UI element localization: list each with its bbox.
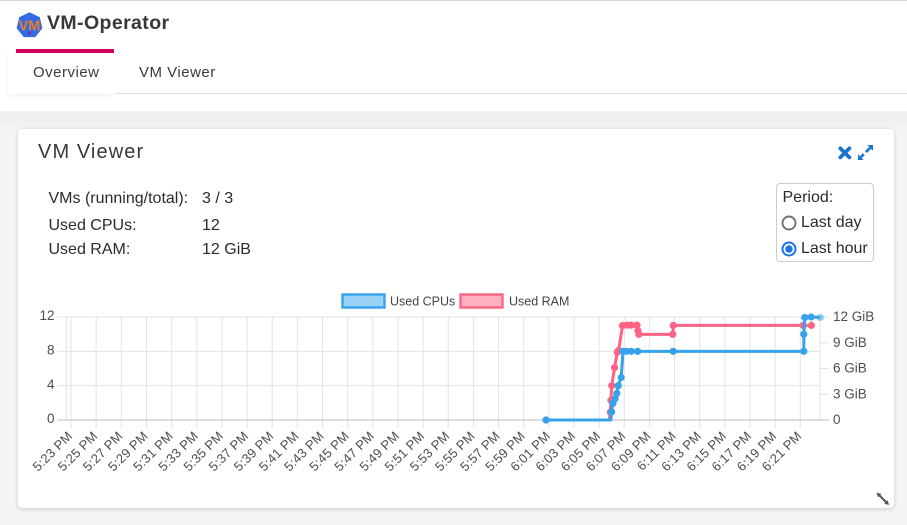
svg-text:12: 12	[39, 308, 54, 323]
svg-text:8: 8	[47, 343, 55, 358]
svg-text:4: 4	[47, 377, 55, 392]
svg-text:Used CPUs: Used CPUs	[390, 295, 455, 309]
svg-text:Used RAM: Used RAM	[509, 295, 569, 309]
svg-text:12 GiB: 12 GiB	[833, 309, 874, 324]
svg-text:0: 0	[833, 412, 841, 427]
svg-text:3 GiB: 3 GiB	[833, 386, 867, 401]
svg-text:9 GiB: 9 GiB	[833, 335, 867, 350]
svg-text:6 GiB: 6 GiB	[833, 361, 867, 376]
svg-text:VM: VM	[19, 19, 41, 35]
svg-text:0: 0	[47, 411, 55, 426]
